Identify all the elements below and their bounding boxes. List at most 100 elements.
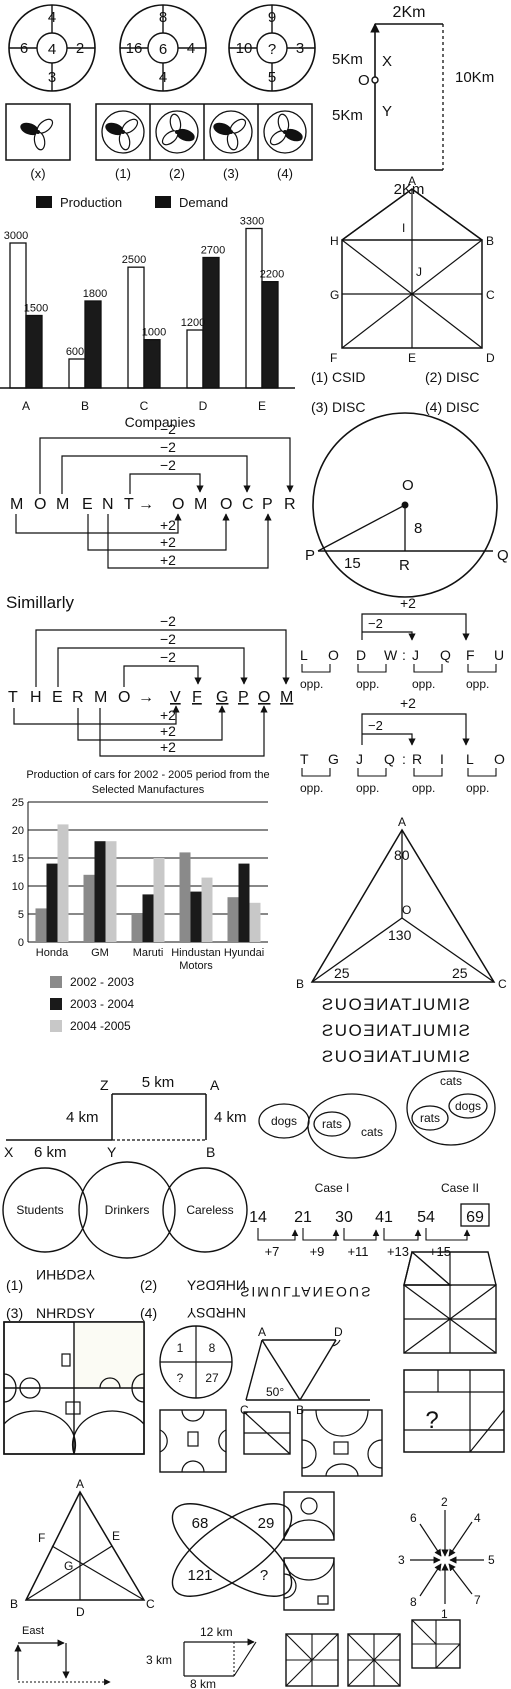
- pair2-colon: :: [402, 751, 406, 767]
- pair1-opp: opp.: [412, 677, 435, 691]
- cars-category-label-line2: Motors: [179, 960, 213, 972]
- cars-category-label: Honda: [36, 947, 69, 959]
- series-diff: +11: [347, 1244, 368, 1259]
- hex-label-e: E: [408, 351, 416, 365]
- route1-right-label: 10Km: [455, 69, 494, 86]
- thermo-target-letter: G: [216, 689, 228, 706]
- production-value-label: 3000: [4, 230, 28, 242]
- abc-a: A: [76, 1477, 84, 1491]
- route1-y-label: Y: [382, 103, 392, 120]
- cars-bar: [105, 841, 117, 942]
- production-bar: [245, 227, 263, 389]
- cars-bar: [46, 863, 58, 942]
- cars-ytick: 15: [12, 853, 24, 865]
- moment-plus-1: +2: [160, 517, 176, 533]
- thermo-plus-1: +2: [160, 707, 176, 723]
- category-label: E: [258, 399, 266, 413]
- cars-legend-swatch: [50, 976, 62, 988]
- circle-label-p: P: [305, 547, 315, 564]
- wheel-3-center: ?: [268, 41, 276, 58]
- case2-label: Case II: [441, 1181, 479, 1195]
- para-angle: 50°: [266, 1385, 284, 1399]
- pair1-letter: F: [466, 647, 475, 663]
- route1-origin-label: O: [358, 72, 370, 89]
- abc-f: F: [38, 1531, 45, 1545]
- case1-dogs: dogs: [271, 1114, 297, 1128]
- tri-label-c25: 25: [452, 965, 468, 981]
- bar-chart-xlabel: Companies: [125, 414, 196, 430]
- thermo-plus-2: +2: [160, 723, 176, 739]
- disc-option-1: (1) CSID: [311, 369, 365, 385]
- case2-cats: cats: [440, 1074, 462, 1088]
- compass-5: 5: [488, 1553, 495, 1567]
- route1-x-label: X: [382, 53, 392, 70]
- production-bar: [9, 242, 27, 389]
- production-value-label: 600: [66, 346, 84, 358]
- pair2-letter: G: [328, 751, 339, 767]
- pair1-plus: +2: [400, 595, 416, 611]
- series-connector: [343, 1228, 380, 1241]
- ellipse-question: ?: [260, 1567, 268, 1584]
- case1-cats: cats: [361, 1125, 383, 1139]
- series-connector: [302, 1228, 340, 1241]
- thermo-minus-2: −2: [160, 631, 176, 647]
- hex-label-b: B: [486, 234, 494, 248]
- trap-8km: 8 km: [190, 1677, 216, 1689]
- tri-label-80: 80: [394, 847, 410, 863]
- cars-legend-label: 2004 -2005: [70, 1019, 131, 1033]
- disc-option-2: (2) DISC: [425, 369, 479, 385]
- thermo-target-letter: V: [170, 689, 181, 706]
- moment-letter: O: [34, 496, 46, 513]
- thermo-coding: T H E R M O → V F G P O M −2 −2 −2 +2 +2…: [8, 613, 293, 757]
- quadrant-circle: 1 8 ? 27: [159, 1325, 233, 1399]
- animal-venn-diagrams: dogs rats cats cats rats dogs Case I Cas…: [258, 1070, 496, 1195]
- number-series: 14 21 30 41 54 69+7 +9 +11 +13 +15: [249, 1203, 490, 1259]
- ellipse-29: 29: [258, 1515, 275, 1532]
- production-bar: [186, 329, 204, 389]
- pair2-letter: L: [466, 751, 474, 767]
- three-set-venn: Students Drinkers Careless: [2, 1161, 248, 1259]
- cars-ytick: 0: [18, 937, 24, 949]
- pair2-letter: R: [412, 751, 422, 767]
- wheel-3-bottom: 5: [268, 69, 276, 86]
- pair1-letter: O: [328, 647, 339, 663]
- hex-label-i: I: [402, 221, 405, 235]
- moment-target-letter: P: [262, 496, 273, 513]
- category-label: B: [81, 399, 89, 413]
- nhrdsy-opt-3-word: NHRDSY: [36, 1305, 96, 1321]
- wheel-1-bottom: 3: [48, 69, 56, 86]
- route-diagram-2: Z 5 km A 4 km 4 km X 6 km Y B: [4, 1074, 247, 1161]
- fan-icon: [263, 110, 307, 154]
- hex-label-c: C: [486, 288, 495, 302]
- cars-chart-title-1: Production of cars for 2002 - 2005 perio…: [26, 769, 269, 781]
- thermo-target-letter: F: [192, 689, 202, 706]
- cars-category-label: Hyundai: [224, 947, 264, 959]
- series-diff: +9: [310, 1244, 325, 1259]
- cars-category-label: GM: [91, 947, 109, 959]
- square-option-figures: [285, 1619, 461, 1687]
- abc-e: E: [112, 1529, 120, 1543]
- case1-label: Case I: [315, 1181, 350, 1195]
- hex-label-j: J: [416, 265, 422, 279]
- number-wheel-2: 8 16 6 4 4: [119, 4, 207, 92]
- east-label: East: [22, 1625, 44, 1637]
- cars-ytick: 10: [12, 881, 24, 893]
- series-number: 69: [466, 1209, 484, 1226]
- para-d: D: [334, 1325, 343, 1339]
- pair1-letter: J: [412, 647, 419, 663]
- moment-letter: E: [82, 496, 93, 513]
- wheel-2-right: 4: [187, 40, 195, 57]
- route1-left-upper-label: 5Km: [332, 51, 363, 68]
- number-wheel-1: 4 6 4 2 3: [8, 4, 96, 92]
- venn-drinkers: Drinkers: [105, 1203, 150, 1217]
- fig-label-1: (1): [115, 166, 131, 181]
- moment-letter: T: [124, 496, 134, 513]
- cars-bar: [57, 824, 69, 942]
- crossed-ellipses: 68 29 121 ?: [171, 1503, 293, 1597]
- hex-label-d: D: [486, 351, 495, 365]
- route2-a: A: [210, 1077, 220, 1093]
- wheel-2-left: 16: [126, 40, 143, 57]
- circle-label-o: O: [402, 477, 414, 494]
- hex-figure: A H I B J G C F E D: [330, 174, 495, 365]
- thermo-letter: R: [72, 689, 84, 706]
